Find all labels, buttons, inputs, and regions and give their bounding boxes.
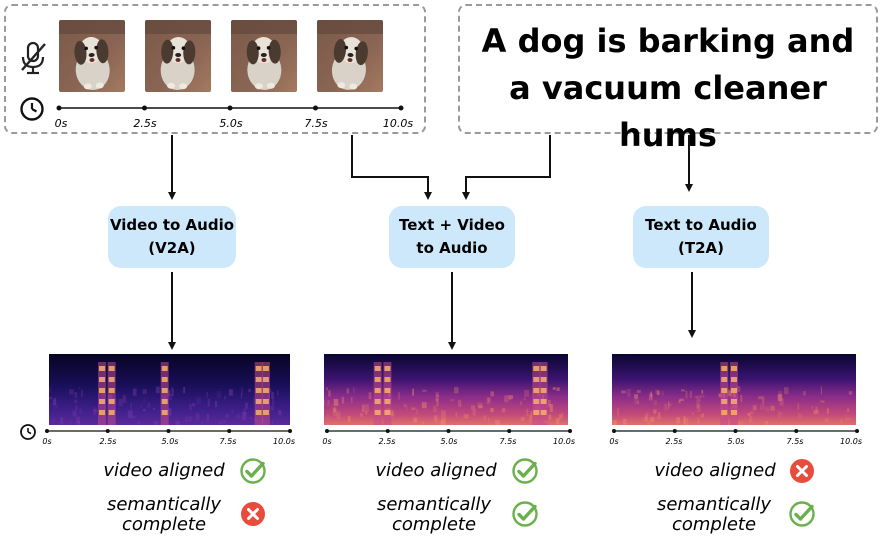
spectrogram-tick-label: 0s [609,437,619,446]
spectrogram-tick-label: 10.0s [273,437,295,446]
semantically-complete-label: semantically complete [376,494,492,535]
spectrogram-axis-t2a [612,429,859,433]
cross-icon [241,502,265,526]
spectrogram-t2a [612,354,856,425]
check-icon-wrapper [788,500,816,528]
spectrogram-tick-label: 5.0s [440,437,458,446]
spectrogram-text-video [324,354,568,425]
video-aligned-label: video aligned [375,460,497,481]
check-icon-wrapper [511,500,539,528]
semantically-complete-label: semantically complete [106,494,222,535]
spectrogram-tick-label: 7.5s [219,437,237,446]
spectrogram-tick-label: 10.0s [553,437,575,446]
spectrogram-axis-text-video [325,429,572,433]
muted-microphone-icon [21,41,46,75]
spectrogram-tick-label: 7.5s [499,437,517,446]
spectrogram-tick-label: 5.0s [727,437,745,446]
spectrogram-tick-label: 0s [42,437,52,446]
model-box-v2a: Video to Audio (V2A) [108,206,236,268]
spectrogram-tick-label: 0s [322,437,332,446]
semantically-complete-label: semantically complete [656,494,772,535]
video-aligned-label: video aligned [103,460,225,481]
video-frame-2 [145,20,211,92]
video-tick-label: 0s [54,117,68,130]
check-icon-wrapper [239,457,267,485]
spectrogram-tick-label: 2.5s [665,437,683,446]
cross-icon-wrapper [239,500,267,528]
video-aligned-label: video aligned [654,460,776,481]
video-tick-label: 7.5s [304,117,328,130]
spectrogram-axis-v2a [45,429,292,433]
check-icon [789,501,815,527]
clock-icon [20,424,36,440]
cross-icon [790,459,814,483]
spectrogram-tick-label: 2.5s [99,437,117,446]
text-input-box [458,4,878,134]
model-box-t2a: Text to Audio (T2A) [633,206,769,268]
check-icon [512,458,538,484]
check-icon [512,501,538,527]
check-icon [240,458,266,484]
video-input-box [4,4,426,134]
spectrogram-tick-label: 5.0s [161,437,179,446]
video-frame-3 [231,20,297,92]
cross-icon-wrapper [788,457,816,485]
video-frame-4 [317,20,383,92]
spectrogram-tick-label: 2.5s [378,437,396,446]
clock-icon [20,97,44,121]
video-tick-label: 2.5s [133,117,157,130]
check-icon-wrapper [511,457,539,485]
spectrogram-tick-label: 7.5s [786,437,804,446]
video-tick-label: 10.0s [382,117,414,130]
video-frame-1 [59,20,125,92]
spectrogram-tick-label: 10.0s [840,437,862,446]
video-timeline-axis [56,105,404,111]
model-box-text-video: Text + Video to Audio [389,206,515,268]
video-tick-label: 5.0s [219,117,243,130]
text-caption: A dog is barking and a vacuum cleaner hu… [481,22,855,154]
spectrogram-v2a [49,354,290,425]
